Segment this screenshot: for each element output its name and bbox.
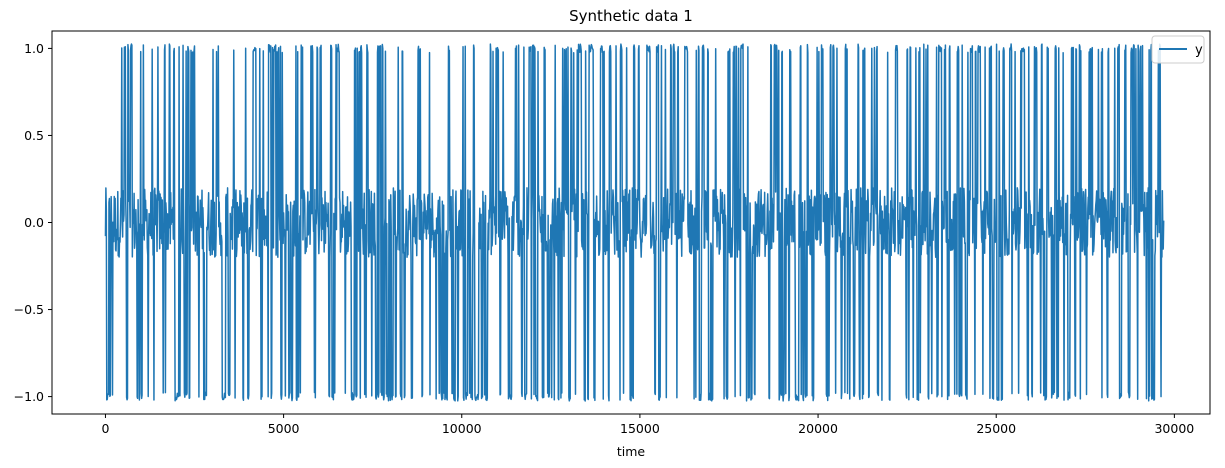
legend-label-y: y <box>1195 43 1203 58</box>
x-axis-label: time <box>617 444 646 459</box>
y-tick-label: 1.0 <box>24 41 44 56</box>
y-tick-label: 0.5 <box>24 128 44 143</box>
y-tick-label: 0.0 <box>24 215 44 230</box>
x-tick-label: 20000 <box>798 421 838 436</box>
series-line-y <box>104 43 1165 402</box>
x-tick-label: 5000 <box>268 421 300 436</box>
x-axis: 0 5000 10000 15000 20000 25000 30000 <box>101 414 1194 436</box>
x-tick-label: 0 <box>101 421 109 436</box>
x-tick-label: 30000 <box>1154 421 1194 436</box>
series-layer <box>104 43 1165 402</box>
y-axis: −1.0 −0.5 0.0 0.5 1.0 <box>14 41 52 404</box>
x-tick-label: 25000 <box>976 421 1016 436</box>
y-tick-label: −1.0 <box>14 389 44 404</box>
x-tick-label: 10000 <box>442 421 482 436</box>
x-tick-label: 15000 <box>620 421 660 436</box>
chart-title: Synthetic data 1 <box>569 7 693 25</box>
legend[interactable]: y <box>1151 35 1205 64</box>
y-tick-label: −0.5 <box>14 302 44 317</box>
